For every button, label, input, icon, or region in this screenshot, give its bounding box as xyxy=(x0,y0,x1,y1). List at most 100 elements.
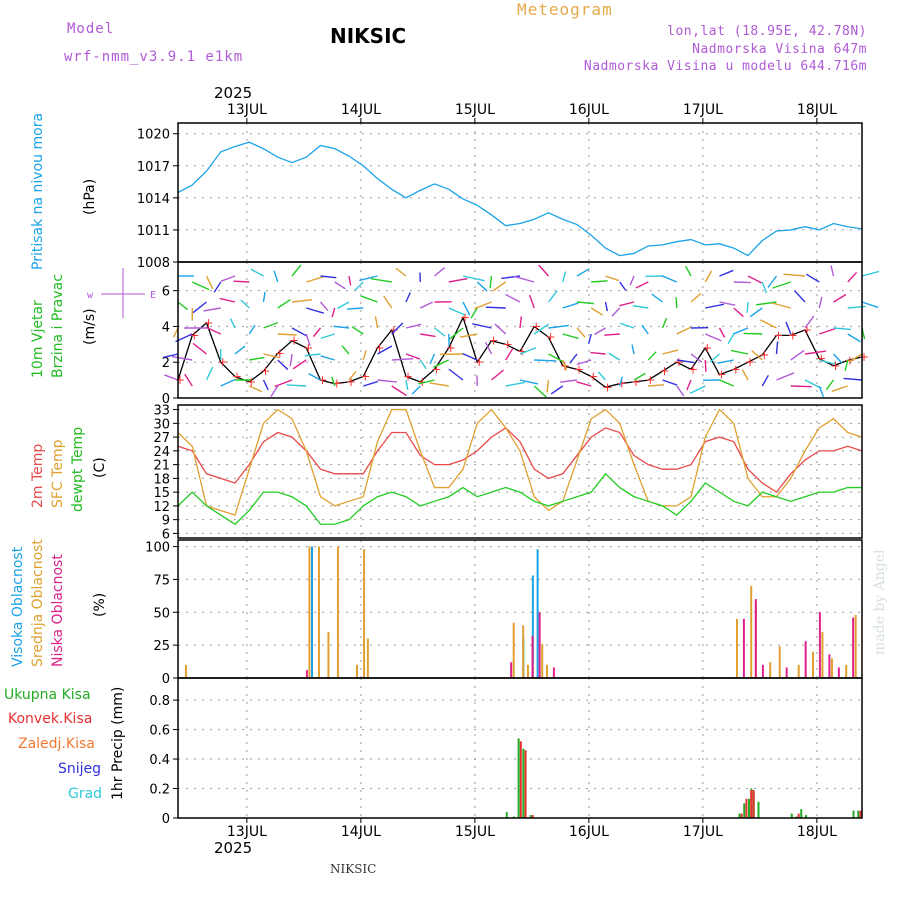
wind-arrow xyxy=(594,327,606,335)
wind-arrow xyxy=(420,333,436,338)
wind-arrow xyxy=(418,379,435,385)
gust-marker: + xyxy=(275,346,285,360)
wind-arrow xyxy=(662,349,679,355)
y-tick-label: 0.8 xyxy=(149,694,170,709)
gust-marker: + xyxy=(218,355,228,369)
wind-arrow xyxy=(191,281,210,291)
wind-arrow xyxy=(489,275,493,289)
wind-arrow xyxy=(289,353,293,367)
wind-arrow xyxy=(590,307,604,316)
wind-arrow xyxy=(632,304,649,309)
wind-arrow xyxy=(312,327,322,338)
wind-arrow xyxy=(844,359,849,371)
wind-arrow xyxy=(732,327,749,335)
wind-arrow xyxy=(804,315,815,329)
x-tick-label-bottom: 13JUL xyxy=(227,824,267,840)
wind-arrow xyxy=(306,307,325,314)
wind-arrow xyxy=(205,366,214,381)
wind-arrow xyxy=(576,381,592,387)
wind-arrow xyxy=(363,380,379,387)
wind-arrow xyxy=(576,301,595,305)
wind-arrow xyxy=(348,371,357,381)
wind-arrow xyxy=(203,307,221,312)
wind-arrow xyxy=(505,348,514,361)
wind-arrow xyxy=(434,327,446,337)
wind-arrow xyxy=(661,275,678,283)
wind-arrow xyxy=(690,293,702,303)
y-tick-label: 18 xyxy=(153,472,170,487)
wind-arrow xyxy=(689,385,706,395)
bar-cloud_cover-1 xyxy=(811,651,814,678)
bar-cloud_cover-1 xyxy=(830,658,833,678)
wind-arrow xyxy=(576,268,590,277)
gust-marker: + xyxy=(261,364,271,378)
wind-arrow xyxy=(273,270,279,283)
panel-frame xyxy=(177,404,863,539)
wind-arrow xyxy=(804,350,827,355)
wind-arrow xyxy=(263,321,279,329)
wind-arrow xyxy=(429,353,436,365)
wind-arrow xyxy=(547,290,558,303)
wind-arrow xyxy=(662,379,678,386)
wind-arrow xyxy=(605,275,619,282)
wind-arrow xyxy=(833,293,847,303)
wind-arrow xyxy=(533,385,547,398)
bar-precipitation-0 xyxy=(805,815,807,818)
wind-arrow xyxy=(334,281,346,290)
gust-marker: + xyxy=(831,359,841,373)
wind-arrow xyxy=(719,379,735,387)
bar-precipitation-0 xyxy=(790,813,793,818)
wind-arrow xyxy=(619,301,635,307)
bar-precipitation-0 xyxy=(748,798,750,818)
wind-arrow xyxy=(476,281,488,292)
bar-cloud_cover-2 xyxy=(852,617,855,678)
wind-arrow xyxy=(405,323,422,329)
x-tick-label-bottom: 15JUL xyxy=(455,824,495,840)
wind-arrow xyxy=(171,355,193,361)
station-title: NIKSIC xyxy=(330,24,407,48)
wind-arrow xyxy=(459,333,478,338)
panel-wind: 0 2 4 6 + + + + + + + + + + + + + + + + + + + + + + + + + + + + + + + + + + + +… xyxy=(162,261,880,407)
gust-marker: + xyxy=(204,316,214,330)
bar-precipitation-0 xyxy=(852,810,855,818)
wind-arrow xyxy=(619,281,627,292)
gust-marker: + xyxy=(745,355,755,369)
bar-cloud_cover-0 xyxy=(531,575,534,678)
wind-arrow xyxy=(370,277,392,283)
wind-arrow xyxy=(705,303,725,309)
wind-arrow xyxy=(192,301,207,314)
wind-arrow xyxy=(651,293,663,303)
footer-station: NIKSIC xyxy=(330,862,377,876)
x-tick-label-top: 15JUL xyxy=(455,102,495,118)
wind-arrow xyxy=(519,379,539,385)
wind-arrow xyxy=(184,373,193,387)
wind-arrow xyxy=(304,353,321,357)
wind-arrow xyxy=(591,280,608,283)
wind-arrow xyxy=(843,377,863,381)
wind-arrow xyxy=(755,301,777,306)
gust-marker: + xyxy=(702,341,712,355)
wind-arrow xyxy=(291,264,302,277)
wind-arrow xyxy=(213,281,222,293)
wind-arrow xyxy=(320,355,335,361)
gust-marker: + xyxy=(232,370,242,384)
gust-marker: + xyxy=(460,310,470,324)
bar-cloud_cover-2 xyxy=(761,664,764,678)
wind-arrow xyxy=(590,351,606,355)
gust-marker: + xyxy=(759,348,769,362)
wind-arrow xyxy=(277,359,289,371)
wind-arrow xyxy=(470,307,478,319)
gust-marker: + xyxy=(774,328,784,342)
bar-cloud_cover-1 xyxy=(821,632,824,678)
x-tick-label-top: 13JUL xyxy=(227,102,267,118)
wind-arrow xyxy=(861,301,879,309)
bar-precipitation-1 xyxy=(752,790,755,818)
wind-arrow xyxy=(429,382,449,387)
bar-precipitation-1 xyxy=(797,813,800,818)
bar-cloud_cover-1 xyxy=(355,664,358,678)
wind-arrow xyxy=(233,280,250,283)
wind-arrow xyxy=(305,333,311,346)
wind-arrow xyxy=(746,301,749,313)
gust-marker: + xyxy=(731,362,741,376)
gust-marker: + xyxy=(503,337,513,351)
